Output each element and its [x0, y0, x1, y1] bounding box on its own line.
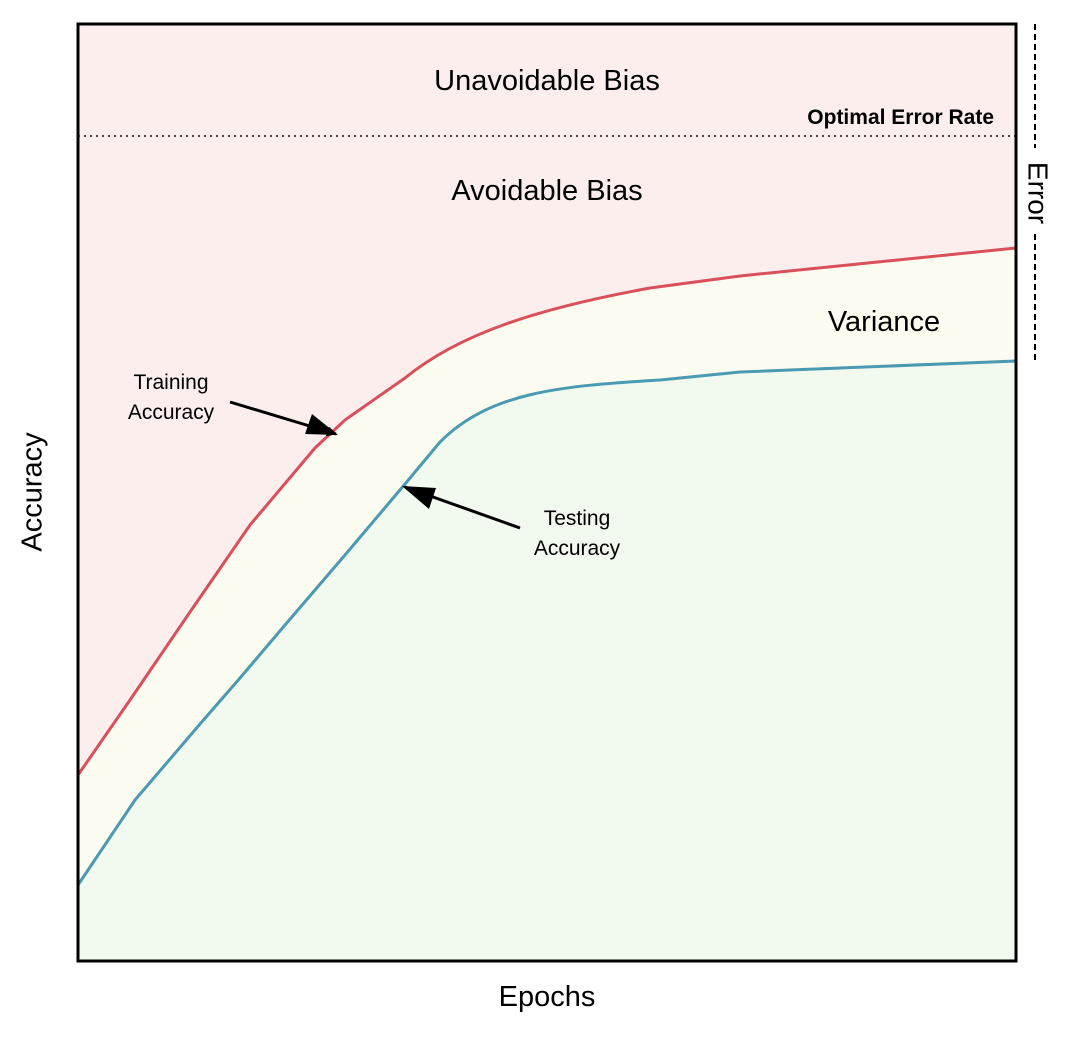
variance-label: Variance: [828, 306, 940, 338]
testing-accuracy-label-line1: Testing: [544, 507, 611, 530]
testing-accuracy-curve: [76, 359, 1017, 886]
optimal-error-rate-label: Optimal Error Rate: [807, 106, 994, 129]
testing-accuracy-label-line2: Accuracy: [534, 537, 621, 560]
unavoidable-bias-label: Unavoidable Bias: [434, 65, 660, 97]
error-bracket-label: Error: [1023, 162, 1054, 224]
testing-accuracy-arrowhead: [402, 486, 436, 509]
training-accuracy-arrowhead: [305, 414, 338, 435]
plot-frame: [76, 22, 1018, 963]
y-axis-label: Accuracy: [17, 432, 49, 552]
training-accuracy-label-line2: Accuracy: [128, 401, 215, 424]
x-axis-label: Epochs: [499, 981, 596, 1013]
variance-region: [78, 248, 1016, 885]
training-accuracy-label-line1: Training: [133, 371, 208, 394]
avoidable-bias-label: Avoidable Bias: [451, 175, 642, 207]
test-region: [78, 361, 1016, 961]
